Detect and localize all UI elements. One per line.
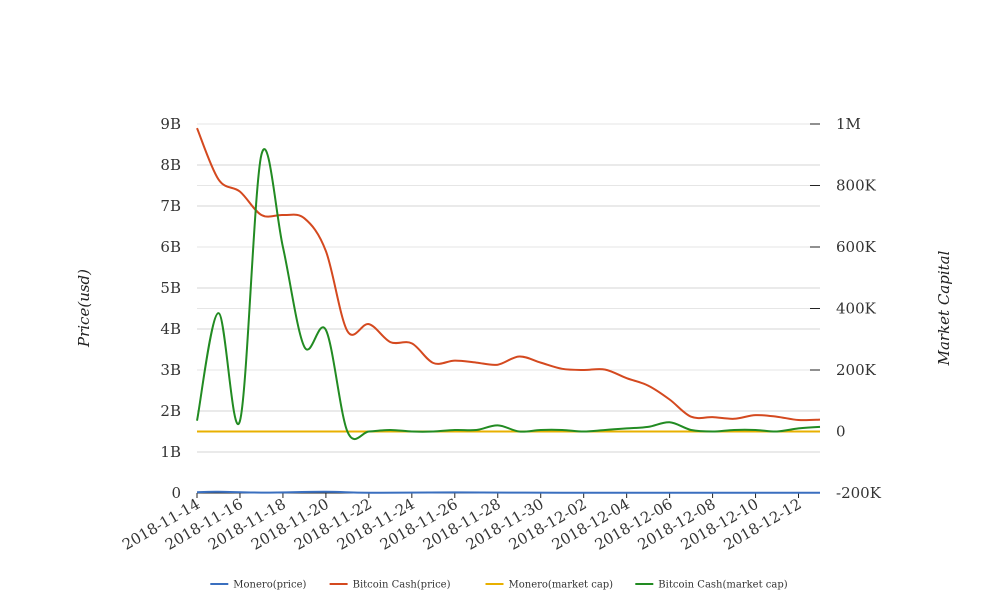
legend-label-0: Monero(price) <box>233 580 306 591</box>
y-left-tick-label-8: 8B <box>160 156 181 174</box>
y-left-axis-title: Price(usd) <box>75 269 93 348</box>
y-right-tick-label-5: 800K <box>836 177 877 195</box>
legend-label-1: Bitcoin Cash(price) <box>353 580 451 591</box>
grid <box>197 123 820 494</box>
y-left-tick-label-1: 1B <box>160 443 181 461</box>
y-right-tick-label-6: 1M <box>836 115 861 133</box>
y-left-tick-label-7: 7B <box>160 197 181 215</box>
y-left-tick-label-5: 5B <box>160 279 181 297</box>
series-line-3 <box>196 148 821 440</box>
series-line-0 <box>196 490 820 494</box>
y-left-tick-label-3: 3B <box>160 361 181 379</box>
y-right-axis: -200K 0 200K 400K 600K 800K 1M <box>810 115 882 502</box>
y-left-axis: 0 1B 2B 3B 4B 5B 6B 7B 8B 9B <box>160 115 181 502</box>
y-left-tick-label-9: 9B <box>160 115 181 133</box>
y-left-tick-label-6: 6B <box>160 238 181 256</box>
series-lines <box>196 127 821 494</box>
y-left-tick-label-0: 0 <box>171 484 181 502</box>
y-right-tick-label-0: -200K <box>836 484 882 502</box>
y-right-axis-title: Market Capital <box>935 250 953 366</box>
y-right-tick-label-1: 0 <box>836 423 846 441</box>
y-left-tick-label-2: 2B <box>160 402 181 420</box>
legend: Monero(price) Bitcoin Cash(price) Monero(m… <box>210 580 788 591</box>
legend-label-2: Monero(market cap) <box>509 580 614 591</box>
y-right-tick-label-2: 200K <box>836 361 877 379</box>
y-right-tick-label-4: 600K <box>836 238 877 256</box>
legend-label-3: Bitcoin Cash(market cap) <box>658 580 787 591</box>
series-line-1 <box>196 127 821 422</box>
y-left-tick-label-4: 4B <box>160 320 181 338</box>
y-right-tick-label-3: 400K <box>836 300 877 318</box>
x-axis: 2018-11-142018-11-162018-11-182018-11-20… <box>119 493 805 554</box>
